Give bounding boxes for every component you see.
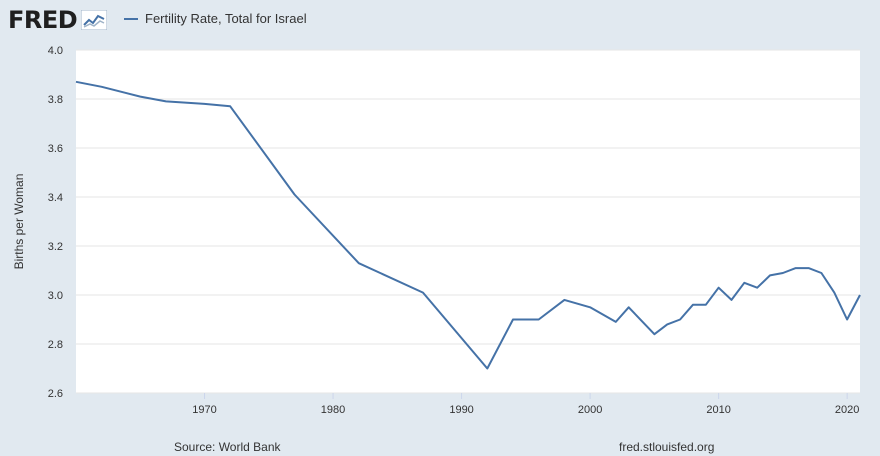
y-tick-label: 4.0 [48, 45, 63, 57]
data-point[interactable] [742, 280, 747, 285]
data-point[interactable] [74, 79, 79, 84]
data-point[interactable] [703, 302, 708, 307]
x-axis-ticks: 1970 1980 1990 2000 2010 2020 [192, 393, 859, 416]
data-point[interactable] [626, 305, 631, 310]
y-tick-label: 3.4 [48, 192, 63, 204]
data-point[interactable] [356, 261, 361, 266]
data-point[interactable] [613, 319, 618, 324]
series-line [75, 80, 861, 370]
x-tick-label: 2000 [578, 404, 602, 416]
data-point[interactable] [768, 273, 773, 278]
plot-area [76, 50, 860, 393]
data-point[interactable] [536, 317, 541, 322]
data-point[interactable] [858, 293, 863, 298]
data-point[interactable] [819, 270, 824, 275]
source-text: Source: World Bank [174, 440, 281, 454]
legend-label: Fertility Rate, Total for Israel [145, 11, 307, 26]
data-point[interactable] [421, 290, 426, 295]
data-point[interactable] [562, 297, 567, 302]
y-tick-label: 2.8 [48, 339, 63, 351]
y-axis-ticks: 2.6 2.8 3.0 3.2 3.4 3.6 3.8 4.0 [48, 45, 63, 400]
series-group [74, 79, 863, 371]
data-point[interactable] [678, 317, 683, 322]
fred-site-link[interactable]: fred.stlouisfed.org [619, 440, 715, 454]
y-axis-label: Births per Woman [12, 174, 26, 270]
data-point[interactable] [793, 266, 798, 271]
x-tick-label: 1980 [321, 404, 345, 416]
y-tick-label: 3.8 [48, 94, 63, 106]
y-tick-label: 3.6 [48, 143, 63, 155]
data-point[interactable] [652, 332, 657, 337]
data-point[interactable] [690, 302, 695, 307]
x-tick-label: 1970 [192, 404, 216, 416]
data-point[interactable] [588, 305, 593, 310]
x-tick-label: 2010 [706, 404, 730, 416]
data-point[interactable] [202, 101, 207, 106]
data-point[interactable] [845, 317, 850, 322]
data-point[interactable] [832, 290, 837, 295]
data-point[interactable] [163, 99, 168, 104]
line-chart: 2.6 2.8 3.0 3.2 3.4 3.6 3.8 4.0 1970 1980 1990 200… [12, 45, 863, 416]
fred-logo[interactable]: FRED [8, 6, 108, 34]
data-point[interactable] [138, 94, 143, 99]
data-point[interactable] [228, 104, 233, 109]
legend-swatch [124, 17, 138, 20]
data-point[interactable] [665, 322, 670, 327]
data-point[interactable] [292, 192, 297, 197]
x-tick-label: 2020 [835, 404, 859, 416]
x-tick-label: 1990 [449, 404, 473, 416]
grid-lines [76, 49, 860, 394]
fred-chart-icon [81, 10, 108, 30]
y-tick-label: 2.6 [48, 388, 63, 400]
data-point[interactable] [729, 297, 734, 302]
data-point[interactable] [716, 285, 721, 290]
fred-logo-text: FRED [8, 6, 78, 34]
data-point[interactable] [755, 285, 760, 290]
data-point[interactable] [780, 270, 785, 275]
data-point[interactable] [806, 266, 811, 271]
data-point[interactable] [485, 366, 490, 371]
data-point[interactable] [99, 84, 104, 89]
y-tick-label: 3.2 [48, 241, 63, 253]
y-tick-label: 3.0 [48, 290, 63, 302]
data-point[interactable] [510, 317, 515, 322]
chart-legend: Fertility Rate, Total for Israel [124, 11, 307, 26]
